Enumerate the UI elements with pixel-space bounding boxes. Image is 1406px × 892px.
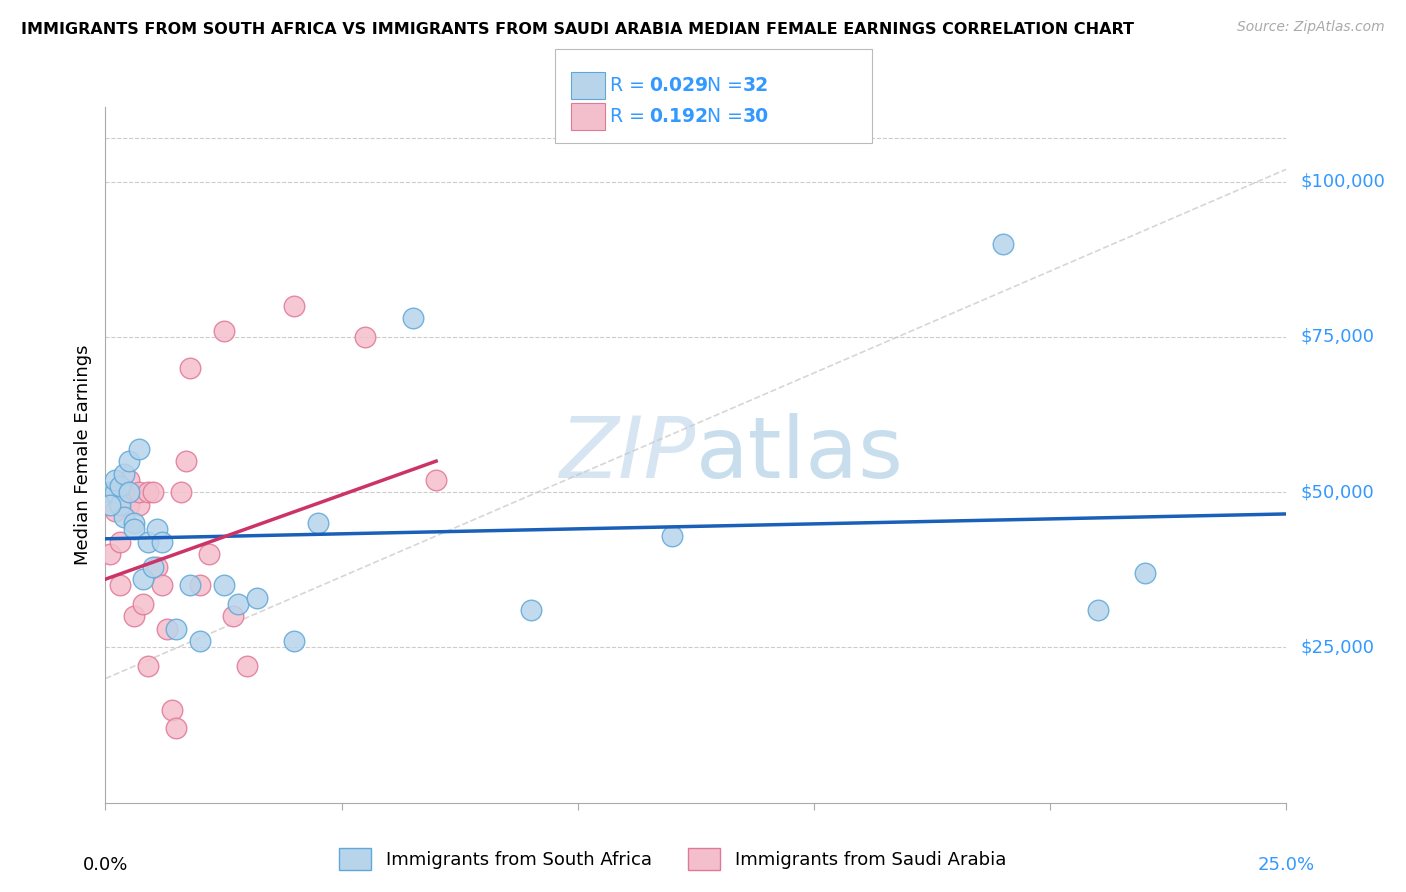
Text: N =: N = [707, 76, 749, 95]
Point [136, 659, 159, 673]
Point [128, 485, 150, 500]
Text: 30: 30 [742, 107, 769, 127]
Point [122, 516, 145, 531]
Point [108, 479, 131, 493]
Text: N =: N = [707, 107, 749, 127]
Text: atlas: atlas [696, 413, 904, 497]
Point [165, 721, 187, 735]
Point [156, 622, 179, 636]
Point [118, 473, 141, 487]
Point [108, 578, 131, 592]
Point [165, 622, 187, 636]
Text: $100,000: $100,000 [1301, 172, 1385, 191]
Point [132, 597, 155, 611]
Text: 25.0%: 25.0% [1258, 855, 1315, 873]
Point [991, 236, 1014, 251]
Point [150, 534, 173, 549]
Point [122, 609, 145, 624]
Point [128, 498, 150, 512]
Point [179, 360, 201, 375]
Point [122, 523, 145, 537]
Point [136, 485, 159, 500]
Text: ZIP: ZIP [560, 413, 696, 497]
Point [1133, 566, 1156, 580]
Point [142, 485, 165, 500]
Y-axis label: Median Female Earnings: Median Female Earnings [73, 344, 91, 566]
Point [146, 523, 169, 537]
Text: 32: 32 [742, 76, 769, 95]
Point [104, 485, 127, 500]
Text: 0.029: 0.029 [650, 76, 709, 95]
Point [112, 467, 135, 481]
Point [179, 578, 201, 592]
Point [425, 473, 447, 487]
Point [118, 498, 141, 512]
Point [108, 498, 131, 512]
Text: IMMIGRANTS FROM SOUTH AFRICA VS IMMIGRANTS FROM SAUDI ARABIA MEDIAN FEMALE EARNI: IMMIGRANTS FROM SOUTH AFRICA VS IMMIGRAN… [21, 22, 1135, 37]
Point [307, 516, 329, 531]
Point [222, 609, 245, 624]
Point [401, 311, 423, 326]
Text: 0.0%: 0.0% [83, 855, 128, 873]
Point [136, 534, 159, 549]
Point [174, 454, 197, 468]
Point [226, 597, 249, 611]
Point [150, 578, 173, 592]
Text: $25,000: $25,000 [1301, 639, 1375, 657]
Point [104, 504, 127, 518]
Point [198, 547, 221, 561]
Text: R =: R = [610, 76, 657, 95]
Point [236, 659, 259, 673]
Text: $50,000: $50,000 [1301, 483, 1375, 501]
Point [661, 529, 683, 543]
Point [212, 324, 235, 338]
Point [146, 559, 169, 574]
Text: $75,000: $75,000 [1301, 328, 1375, 346]
Point [112, 510, 135, 524]
Point [283, 299, 305, 313]
Point [188, 578, 211, 592]
Point [104, 473, 127, 487]
Point [98, 547, 121, 561]
Point [98, 485, 121, 500]
Point [519, 603, 541, 617]
Point [142, 559, 165, 574]
Point [112, 485, 135, 500]
Point [1087, 603, 1109, 617]
Text: Source: ZipAtlas.com: Source: ZipAtlas.com [1237, 20, 1385, 34]
Point [170, 485, 193, 500]
Point [160, 703, 183, 717]
Point [98, 498, 121, 512]
Point [246, 591, 269, 605]
Point [283, 634, 305, 648]
Point [108, 534, 131, 549]
Point [132, 572, 155, 586]
Text: 0.192: 0.192 [650, 107, 709, 127]
Point [212, 578, 235, 592]
Point [354, 330, 377, 344]
Point [188, 634, 211, 648]
Point [118, 485, 141, 500]
Legend: Immigrants from South Africa, Immigrants from Saudi Arabia: Immigrants from South Africa, Immigrants… [332, 841, 1014, 877]
Point [128, 442, 150, 456]
Text: R =: R = [610, 107, 657, 127]
Point [118, 454, 141, 468]
